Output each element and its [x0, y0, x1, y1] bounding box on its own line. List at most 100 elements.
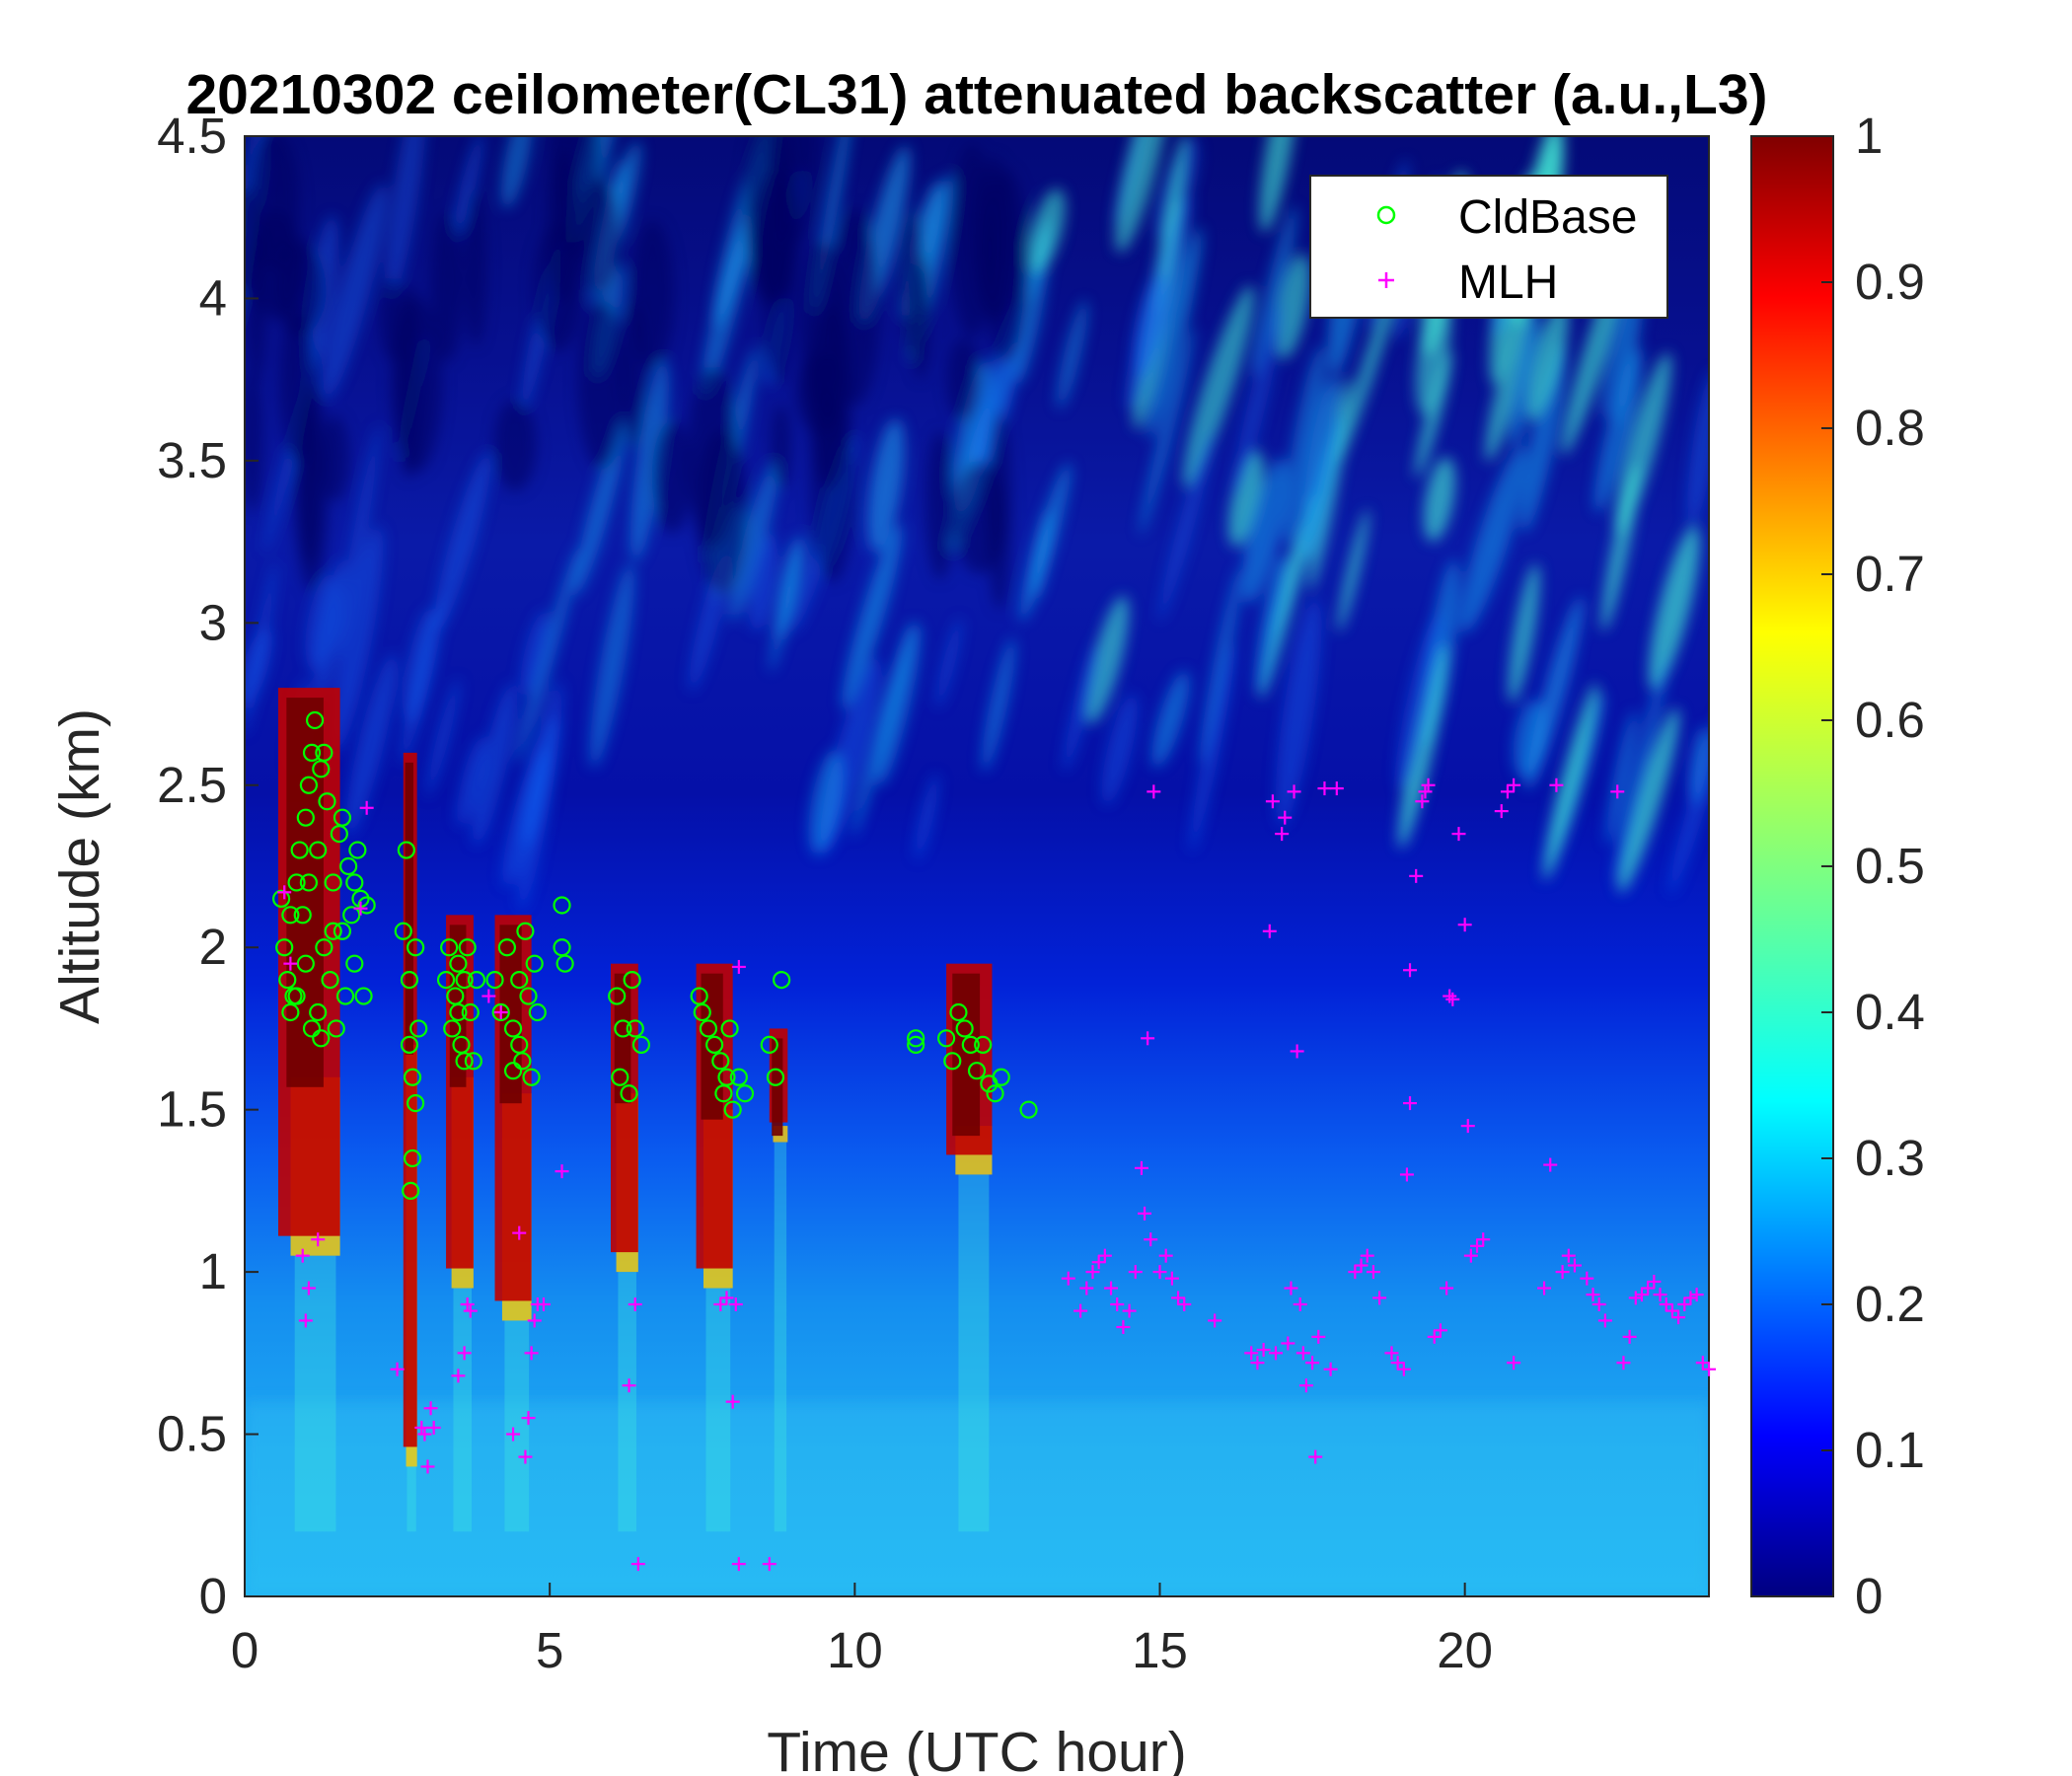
cldbase-point	[705, 1035, 724, 1054]
cldbase-point	[623, 971, 641, 990]
texture-gap	[799, 239, 843, 415]
cldbase-point	[312, 1029, 331, 1048]
texture-streak	[1085, 595, 1130, 724]
mlh-point	[1250, 1356, 1265, 1370]
cldbase-point	[302, 743, 322, 762]
texture-streak	[729, 459, 779, 623]
cloud-plume-4	[618, 1272, 636, 1532]
x-axis: 0 5 10 15 20	[231, 1583, 1493, 1678]
texture-streak	[589, 563, 634, 768]
cldbase-point	[525, 954, 544, 973]
mlh-point	[1445, 992, 1460, 1006]
cldbase-point	[519, 987, 538, 1005]
texture-streak	[982, 637, 1016, 772]
cldbase-point	[354, 987, 373, 1005]
y-tick-label: 2.5	[157, 757, 227, 813]
cloud-plume-1	[407, 1466, 416, 1532]
cldbase-point	[345, 873, 364, 892]
texture-streak	[1668, 690, 1709, 895]
mlh-point	[423, 1401, 438, 1416]
texture-streak	[1241, 457, 1289, 604]
x-tick-label: 0	[231, 1622, 259, 1678]
texture-gap	[946, 337, 981, 422]
x-tick-label: 10	[827, 1622, 883, 1678]
mlh-point	[1695, 1356, 1710, 1370]
texture-streak	[915, 774, 939, 860]
texture-gap	[987, 411, 1012, 610]
mlh-point	[1141, 1031, 1155, 1046]
y-tick-label: 1	[199, 1243, 227, 1299]
cldbase-point	[631, 1035, 651, 1054]
texture-streak	[1200, 568, 1241, 765]
mlh-point	[1634, 1288, 1649, 1302]
texture-streak	[426, 678, 460, 797]
mlh-point	[1396, 1362, 1411, 1376]
mlh-point	[628, 1297, 642, 1311]
mlh-point	[1372, 1291, 1387, 1305]
cldbase-point	[467, 971, 486, 990]
cldbase-point	[1019, 1100, 1038, 1119]
mlh-point	[1647, 1274, 1662, 1289]
cldbase-point	[608, 987, 627, 1005]
cldbase-point	[278, 971, 297, 990]
legend-box	[1309, 175, 1668, 319]
texture-gap	[687, 366, 739, 547]
mlh-point	[1494, 804, 1509, 819]
mlh-point	[414, 1420, 429, 1435]
cloud-backscatter	[278, 688, 993, 1532]
texture-streak	[1415, 350, 1452, 479]
cldbase-point	[626, 1019, 644, 1038]
cldbase-point	[516, 922, 535, 940]
cldbase-point	[497, 938, 516, 957]
cloud-dense-3	[499, 925, 522, 1104]
cldbase-point	[400, 1035, 419, 1054]
cloud-dense-5	[701, 973, 723, 1120]
mlh-point	[1128, 1265, 1143, 1280]
mlh-point	[1329, 781, 1344, 796]
mlh-point	[1415, 794, 1430, 809]
mlh-point	[1152, 1265, 1167, 1280]
colorbar: 0 0.1 0.2 0.3 0.4 0.5 0.6 0.7 0.8 0.9 1	[1750, 108, 1925, 1624]
mlh-point	[1287, 784, 1301, 799]
cldbase-point	[974, 1035, 993, 1054]
cldbase-point	[309, 1002, 328, 1022]
cldbase-point	[403, 1068, 422, 1086]
cldbase-point	[407, 938, 425, 957]
mlh-point	[460, 1297, 475, 1311]
mlh-point	[1641, 1281, 1656, 1295]
legend-cldbase-marker	[1376, 205, 1396, 225]
cldbase-point	[324, 873, 342, 892]
cldbase-point	[522, 1068, 541, 1086]
texture-streak	[403, 609, 436, 725]
cloud-plume-2	[453, 1288, 473, 1532]
cldbase-point	[333, 922, 352, 940]
cldbase-point	[555, 954, 574, 973]
mlh-point	[1290, 1044, 1304, 1059]
cldbase-point	[281, 906, 300, 925]
cldbase-point	[458, 938, 477, 957]
texture-streak	[1542, 683, 1598, 881]
mlh-point	[1104, 1281, 1119, 1295]
cldbase-point	[287, 873, 306, 892]
mlh-point	[725, 1394, 740, 1409]
cldbase-point	[735, 1084, 755, 1103]
mlh-point	[1147, 784, 1161, 799]
texture-gap	[810, 391, 854, 583]
cloud-dense-1	[405, 762, 413, 1055]
cldbase-point	[485, 971, 504, 990]
cldbase-point	[907, 1029, 925, 1048]
cldbase-point	[699, 1019, 718, 1038]
chart-title: 20210302 ceilometer(CL31) attenuated bac…	[185, 63, 1767, 126]
mlh-point	[1653, 1288, 1667, 1302]
cldbase-point	[293, 906, 312, 925]
texture-streak	[1423, 457, 1456, 542]
texture-streak	[1232, 304, 1284, 498]
mlh-point	[1079, 1281, 1094, 1295]
colorbar-tick-label: 0.7	[1855, 546, 1925, 602]
y-tick-label: 2	[199, 919, 227, 975]
mlh-point	[1085, 1265, 1100, 1280]
colorbar-tick-label: 0	[1855, 1568, 1883, 1624]
colorbar-tick-label: 0.2	[1855, 1276, 1925, 1332]
cldbase-point	[299, 776, 319, 794]
